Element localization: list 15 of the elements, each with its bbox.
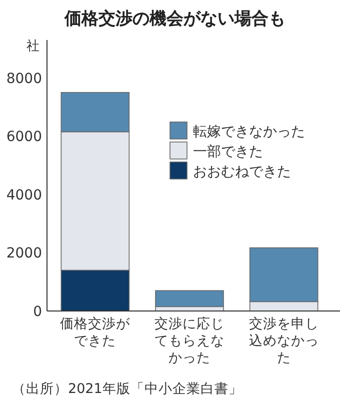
x-tick-label: 価格交渉ができた xyxy=(59,316,132,350)
legend-label: おおむねできた xyxy=(193,164,291,180)
chart-title: 価格交渉の機会がない場合も xyxy=(64,9,286,29)
y-tick-label: 6000 xyxy=(6,129,42,146)
y-axis-title: 社 xyxy=(26,39,40,54)
legend-label: 転嫁できなかった xyxy=(193,124,305,140)
y-tick-label: 8000 xyxy=(6,70,42,87)
x-tick-label: 交渉に応じてもらえなかった xyxy=(154,316,226,367)
y-tick-label: 2000 xyxy=(6,246,42,262)
x-tick-label: 交渉を申し込めなかった xyxy=(248,316,320,367)
bar xyxy=(155,290,224,308)
text: （出所）2021年版「中小企業白書」 xyxy=(12,381,242,397)
legend-label: 一部できた xyxy=(193,144,263,160)
y-tick-label: 0 xyxy=(33,304,42,320)
y-tick-label: 4000 xyxy=(6,187,42,204)
